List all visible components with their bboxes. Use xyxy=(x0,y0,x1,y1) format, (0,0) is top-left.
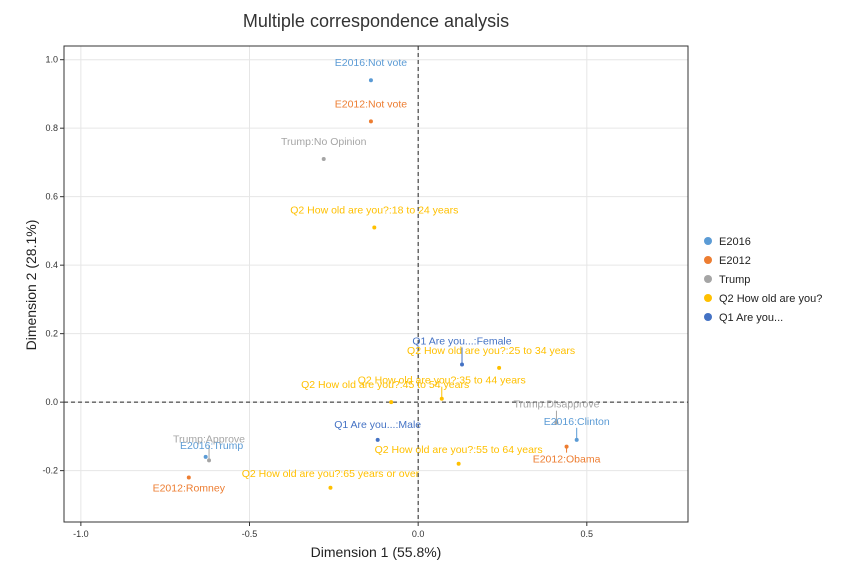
x-tick-label: -0.5 xyxy=(242,529,258,539)
data-point xyxy=(460,362,465,367)
data-point xyxy=(456,461,461,466)
legend-swatch xyxy=(704,275,712,283)
legend-entry: Q2 How old are you? xyxy=(719,293,822,305)
data-point xyxy=(186,475,191,480)
data-point xyxy=(203,454,208,459)
axis-ticks: -1.0 -0.5 0.0 0.5 -0.2 0.0 0.2 0.4 0.6 0.8 1.0 xyxy=(42,55,593,539)
point-labels: E2016:Not vote E2016:Clinton E2016:Trump E2… xyxy=(153,57,610,494)
data-point xyxy=(439,396,444,401)
point-label: Q2 How old are you?:55 to 64 years xyxy=(375,444,543,456)
data-point xyxy=(207,458,212,463)
legend: E2016 E2012 Trump Q2 How old are you? Q1 Are… xyxy=(704,236,822,324)
data-point xyxy=(372,225,377,230)
point-label: E2016:Not vote xyxy=(335,57,408,69)
data-point xyxy=(574,437,579,442)
y-tick-label: 0.8 xyxy=(45,123,58,133)
data-point xyxy=(497,365,502,370)
data-point xyxy=(368,119,373,124)
zero-reference-lines xyxy=(64,46,688,522)
y-tick-label: 0.2 xyxy=(45,329,58,339)
legend-entry: E2012 xyxy=(719,255,751,267)
point-label: E2012:Obama xyxy=(533,454,601,466)
data-point xyxy=(389,400,394,405)
data-point xyxy=(564,444,569,449)
point-label: Q2 How old are you?:18 to 24 years xyxy=(290,204,458,216)
legend-entry: Trump xyxy=(719,274,750,286)
legend-swatch xyxy=(704,313,712,321)
point-label: Q1 Are you...:Female xyxy=(412,335,511,347)
x-axis-title: Dimension 1 (55.8%) xyxy=(311,544,442,560)
point-label: Q2 How old are you?:45 to 54 years xyxy=(301,379,469,391)
point-label: E2012:Romney xyxy=(153,482,226,494)
point-label: Trump:Approve xyxy=(173,433,245,445)
data-point xyxy=(368,78,373,83)
data-point xyxy=(554,420,559,425)
data-points xyxy=(186,78,579,490)
chart-title: Multiple correspondence analysis xyxy=(243,11,509,31)
data-point xyxy=(375,437,380,442)
point-label: E2016:Clinton xyxy=(544,416,610,428)
point-label: E2016:Trump xyxy=(180,440,243,452)
x-tick-label: 0.0 xyxy=(412,529,425,539)
point-label: Trump:No Opinion xyxy=(281,136,367,148)
y-tick-label: 1.0 xyxy=(45,55,58,65)
point-label: Q2 How old are you?:35 to 44 years xyxy=(358,375,526,387)
point-label: Q2 How old are you?:65 years or over xyxy=(242,468,420,480)
data-point xyxy=(321,157,326,162)
y-tick-label: 0.4 xyxy=(45,260,58,270)
x-tick-label: 0.5 xyxy=(581,529,594,539)
plot-panel-border xyxy=(63,45,689,523)
data-point xyxy=(328,485,333,490)
point-label: Q1 Are you...:Male xyxy=(334,419,421,431)
point-label: E2012:Not vote xyxy=(335,98,408,110)
legend-swatch xyxy=(704,256,712,264)
y-axis-title: Dimension 2 (28.1%) xyxy=(23,220,39,351)
point-label: Q2 How old are you?:25 to 34 years xyxy=(407,345,575,357)
legend-entry: E2016 xyxy=(719,236,751,248)
y-tick-label: -0.2 xyxy=(42,466,58,476)
x-tick-label: -1.0 xyxy=(73,529,89,539)
legend-entry: Q1 Are you... xyxy=(719,312,783,324)
legend-swatch xyxy=(704,294,712,302)
y-tick-label: 0.6 xyxy=(45,192,58,202)
y-tick-label: 0.0 xyxy=(45,397,58,407)
point-label: Trump:Disapprove xyxy=(513,399,599,411)
legend-swatch xyxy=(704,237,712,245)
